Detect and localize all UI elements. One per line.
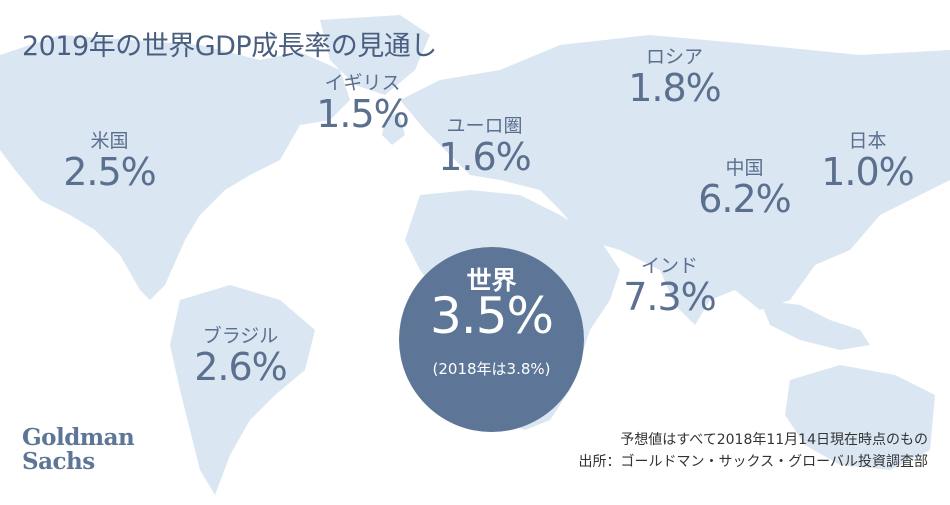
region-value: 7.3% <box>612 278 727 318</box>
region-brazil: ブラジル 2.6% <box>183 325 298 388</box>
region-japan: 日本 1.0% <box>810 130 925 193</box>
logo-line-1: Goldman <box>22 426 134 450</box>
region-value: 1.8% <box>617 69 732 109</box>
region-china: 中国 6.2% <box>687 157 802 220</box>
region-value: 1.5% <box>305 95 420 135</box>
world-previous-value: (2018年は3.8%) <box>399 358 584 379</box>
forecast-note: 予想値はすべて2018年11月14日現在時点のもの <box>579 429 928 451</box>
region-value: 6.2% <box>687 180 802 220</box>
southeast-asia-land <box>760 300 870 350</box>
source-note: 出所：ゴールドマン・サックス・グローバル投資調査部 <box>579 451 928 473</box>
region-russia: ロシア 1.8% <box>617 46 732 109</box>
logo-line-2: Sachs <box>22 450 134 474</box>
region-value: 1.6% <box>427 138 542 178</box>
goldman-sachs-logo: Goldman Sachs <box>22 426 134 474</box>
region-uk: イギリス 1.5% <box>305 72 420 135</box>
region-us: 米国 2.5% <box>52 130 167 193</box>
region-value: 2.5% <box>52 153 167 193</box>
region-india: インド 7.3% <box>612 255 727 318</box>
region-value: 2.6% <box>183 348 298 388</box>
south-america-land <box>170 285 315 495</box>
world-growth-circle: 世界 3.5% (2018年は3.8%) <box>399 247 584 432</box>
page-title: 2019年の世界GDP成長率の見通し <box>22 24 437 63</box>
footnote: 予想値はすべて2018年11月14日現在時点のもの 出所：ゴールドマン・サックス… <box>579 429 928 473</box>
region-value: 1.0% <box>810 153 925 193</box>
region-euro: ユーロ圏 1.6% <box>427 115 542 178</box>
world-value: 3.5% <box>399 287 584 345</box>
